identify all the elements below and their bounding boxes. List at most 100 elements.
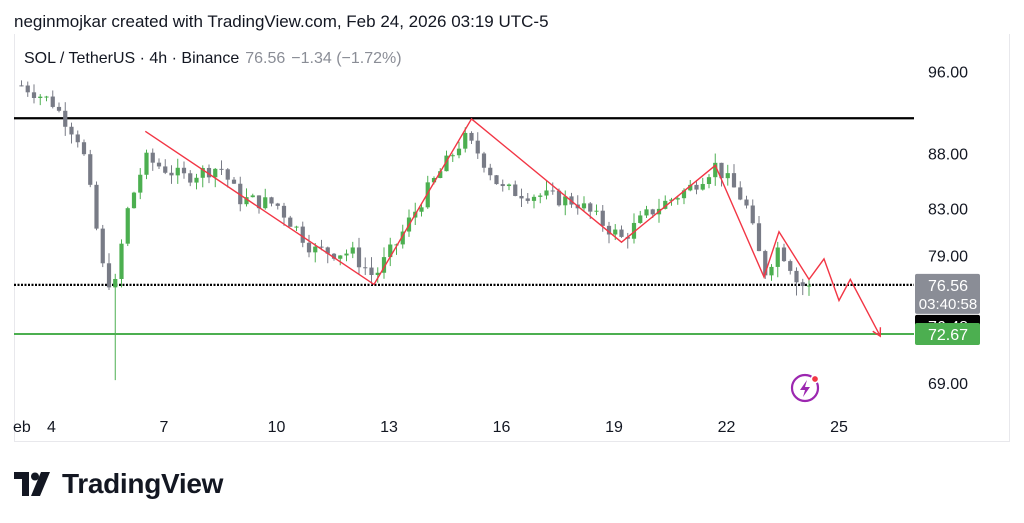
candle-body bbox=[19, 85, 24, 87]
countdown-text: 03:40:58 bbox=[919, 296, 977, 313]
candle-body bbox=[356, 247, 362, 268]
candle-body bbox=[475, 140, 480, 154]
x-axis-tick-label: 7 bbox=[160, 419, 169, 436]
candle-body bbox=[75, 134, 80, 143]
candle-body bbox=[44, 96, 49, 98]
chart-attribution: neginmojkar created with TradingView.com… bbox=[14, 12, 549, 31]
candle-body bbox=[100, 228, 105, 264]
candle-body bbox=[750, 205, 755, 224]
candle-body bbox=[513, 184, 518, 196]
candle-body bbox=[156, 162, 162, 167]
candle-body bbox=[131, 192, 137, 209]
candle-body bbox=[194, 177, 199, 183]
candle-body bbox=[581, 203, 587, 209]
candle-body bbox=[538, 195, 543, 197]
candle-body bbox=[313, 246, 318, 253]
candle-body bbox=[456, 148, 462, 156]
candle-body bbox=[669, 199, 674, 201]
candle-body bbox=[444, 155, 449, 172]
candle-body bbox=[288, 217, 293, 227]
candle-body bbox=[150, 152, 155, 163]
candle-body bbox=[650, 209, 655, 215]
price-label-text: 72.67 bbox=[928, 327, 968, 344]
candle-body bbox=[594, 210, 599, 212]
x-axis-tick-label: 16 bbox=[493, 419, 511, 436]
price-change: −1.34 (−1.72%) bbox=[291, 50, 402, 67]
candle-body bbox=[519, 195, 524, 199]
candle-body bbox=[325, 247, 330, 254]
candle-body bbox=[319, 246, 324, 248]
candle-body bbox=[694, 184, 699, 190]
price-label[interactable]: 72.67 bbox=[915, 323, 980, 346]
candle-body bbox=[206, 167, 212, 178]
candle-body bbox=[450, 155, 455, 157]
candle-body bbox=[706, 177, 712, 184]
candle-body bbox=[244, 197, 249, 205]
candle-body bbox=[531, 196, 537, 201]
y-axis-tick-label: 79.00 bbox=[928, 248, 968, 265]
y-axis-tick-label: 69.00 bbox=[928, 376, 968, 393]
candle-body bbox=[388, 244, 393, 258]
candle-body bbox=[25, 85, 30, 93]
candle-body bbox=[675, 198, 680, 200]
candle-body bbox=[713, 162, 718, 178]
candle-body bbox=[419, 207, 424, 212]
candle-body bbox=[225, 169, 230, 180]
candle-body bbox=[200, 167, 205, 178]
candle-body bbox=[681, 190, 687, 199]
candle-body bbox=[94, 184, 99, 229]
x-axis-tick-label: 25 bbox=[830, 419, 848, 436]
candle-body bbox=[663, 200, 668, 209]
candle-body bbox=[56, 106, 62, 111]
candle-body bbox=[600, 210, 605, 226]
candle-body bbox=[744, 199, 749, 206]
y-axis-tick-label: 88.00 bbox=[928, 147, 968, 164]
candle-body bbox=[144, 152, 149, 175]
candle-body bbox=[338, 255, 343, 259]
candle-body bbox=[38, 96, 43, 98]
candle-body bbox=[725, 173, 730, 179]
x-axis-tick-label: 22 bbox=[718, 419, 736, 436]
x-axis-tick-label: 4 bbox=[47, 419, 56, 436]
candle-body bbox=[438, 171, 443, 179]
candle-body bbox=[588, 203, 593, 212]
candle-body bbox=[481, 153, 487, 168]
candle-body bbox=[400, 231, 405, 245]
candle-body bbox=[506, 184, 512, 187]
candle-body bbox=[188, 173, 193, 183]
candle-body bbox=[763, 251, 768, 276]
candle-body bbox=[719, 162, 724, 179]
candle-body bbox=[494, 175, 499, 185]
candle-body bbox=[550, 190, 555, 192]
pattern-drawing-line[interactable] bbox=[144, 117, 881, 337]
price-label-text: 76.56 bbox=[928, 278, 968, 295]
candle-body bbox=[469, 132, 474, 141]
symbol-name[interactable]: SOL / TetherUS · 4h · Binance bbox=[24, 50, 240, 67]
candle-body bbox=[700, 183, 705, 190]
tradingview-logo[interactable]: TradingView bbox=[14, 468, 223, 500]
candle-body bbox=[431, 178, 437, 183]
candle-body bbox=[775, 247, 780, 267]
candle-body bbox=[113, 278, 118, 288]
candle-body bbox=[231, 179, 237, 184]
bolt-icon[interactable] bbox=[790, 373, 820, 403]
candle-body bbox=[781, 247, 787, 262]
x-axis-tick-label: 13 bbox=[380, 419, 398, 436]
y-axis-tick-label: 83.00 bbox=[928, 202, 968, 219]
candle-body bbox=[631, 222, 637, 239]
candle-body bbox=[81, 142, 87, 155]
candle-body bbox=[363, 267, 368, 269]
candle-body bbox=[606, 225, 612, 235]
candle-body bbox=[488, 167, 493, 176]
x-axis-tick-label: eb bbox=[13, 419, 31, 436]
candle-body bbox=[250, 195, 255, 198]
candle-body bbox=[756, 223, 762, 252]
candle-body bbox=[256, 195, 262, 209]
candle-body bbox=[331, 253, 337, 259]
candle-body bbox=[169, 172, 174, 176]
candle-body bbox=[344, 253, 349, 256]
candle-body bbox=[731, 173, 737, 188]
candle-body bbox=[281, 205, 287, 218]
